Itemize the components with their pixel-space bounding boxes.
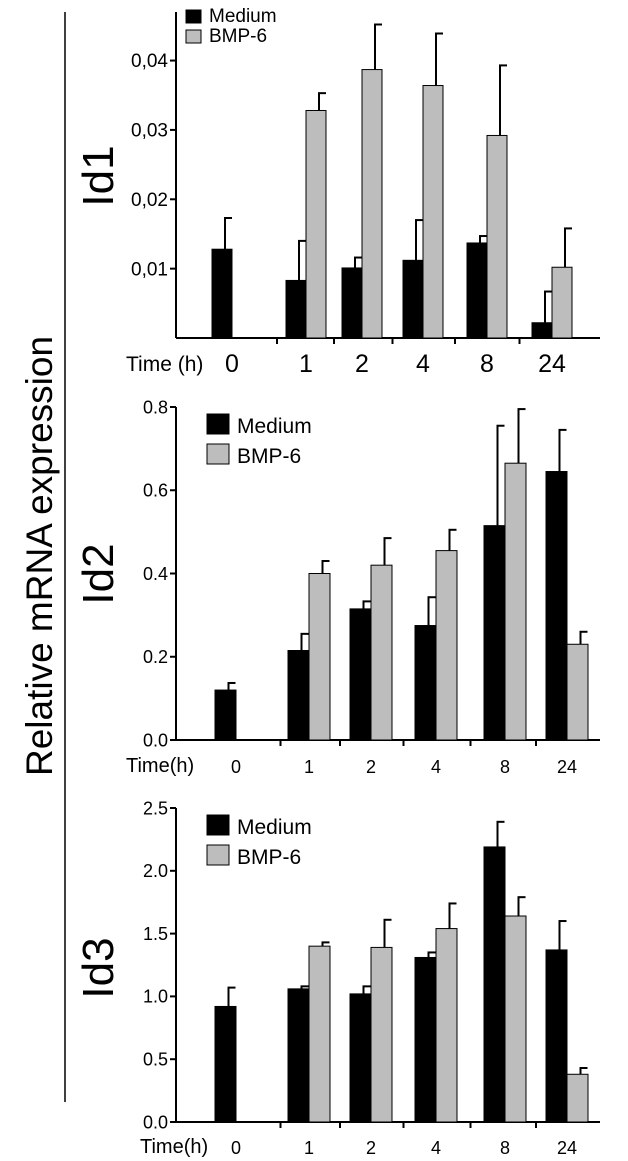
id3-legend-swatch-medium [206, 814, 230, 836]
id3-legend-label-medium: Medium [237, 816, 312, 839]
id1-y-tick-label: 0,04 [131, 51, 168, 72]
id2-bar-bmp-6-1 [308, 573, 331, 741]
id3-panel: 0.00.51.01.52.02.50 1 2 4 8 24Time(h)Id3Mediu… [74, 798, 600, 1158]
id2-bar-medium-4 [414, 625, 437, 741]
id1-y-tick-label: 0,01 [131, 259, 168, 280]
id2-bar-bmp-6-8 [504, 462, 527, 741]
id3-bar-medium-0 [214, 1005, 237, 1123]
id3-category-label: 8 [500, 1138, 510, 1158]
id3-bar-bmp-6-8 [504, 915, 527, 1123]
id3-y-tick-label: 0.5 [143, 1050, 168, 1070]
id1-bar-medium-1 [285, 279, 307, 339]
id3-category-label: 24 [557, 1138, 577, 1158]
id1-legend-swatch-medium [185, 9, 202, 24]
id1-y-tick-label: 0,02 [131, 190, 168, 211]
id2-category-label: 2 [366, 757, 376, 777]
id2-y-tick-label: 0.8 [143, 397, 168, 417]
id2-legend-label-bmp-6: BMP-6 [237, 445, 301, 468]
id2-bar-medium-24 [545, 471, 568, 741]
id1-bar-medium-24 [531, 322, 553, 339]
id3-category-label: 1 [304, 1138, 314, 1158]
id3-bar-bmp-6-1 [308, 945, 331, 1123]
id2-category-label: 8 [500, 757, 510, 777]
id2-legend-swatch-bmp-6 [206, 443, 230, 465]
id1-category-label: 1 [299, 350, 313, 378]
id2-y-tick-label: 0.2 [143, 647, 168, 667]
id1-category-label: 2 [355, 350, 369, 378]
id2-bar-bmp-6-4 [435, 550, 458, 741]
id3-y-tick-label: 0.0 [143, 1112, 168, 1132]
id1-legend-label-bmp-6: BMP-6 [209, 26, 267, 47]
id2-legend-swatch-medium [206, 413, 230, 435]
id2-x-axis-label: Time(h) [126, 755, 194, 777]
id2-y-tick-label: 0.0 [143, 730, 168, 750]
id2-category-label: 1 [304, 757, 314, 777]
id1-x-axis-label: Time (h) [126, 353, 203, 376]
id1-bar-bmp-6-4 [422, 85, 444, 339]
id2-panel-label: Id2 [74, 543, 123, 604]
id1-y-tick-label: 0,03 [131, 121, 168, 142]
id1-legend-label-medium: Medium [209, 6, 277, 27]
id3-category-label: 0 [231, 1138, 241, 1158]
id2-y-tick-label: 0.6 [143, 481, 168, 501]
id2-bar-medium-1 [287, 650, 310, 741]
id3-bar-medium-8 [483, 846, 506, 1123]
id2-bar-bmp-6-24 [566, 643, 589, 741]
id3-y-tick-label: 2.0 [143, 861, 168, 881]
id1-bar-medium-0 [211, 248, 233, 339]
id3-y-tick-label: 1.0 [143, 987, 168, 1007]
id3-bar-medium-24 [545, 949, 568, 1123]
id3-legend-label-bmp-6: BMP-6 [237, 846, 301, 869]
id1-bar-medium-2 [341, 267, 363, 339]
id1-bar-bmp-6-2 [361, 69, 383, 339]
id1-bar-bmp-6-8 [486, 134, 508, 339]
id2-panel: 0.00.20.40.60.80 1 2 4 8 24Time(h)Id2MediumBM… [74, 397, 600, 777]
id3-y-tick-label: 1.5 [143, 924, 168, 944]
id3-bar-bmp-6-4 [435, 928, 458, 1123]
id1-category-label: 8 [480, 350, 494, 378]
id2-bar-medium-8 [483, 525, 506, 741]
id2-category-label: 24 [557, 757, 577, 777]
id2-bar-bmp-6-2 [370, 564, 393, 741]
id1-bar-medium-8 [466, 242, 488, 339]
id3-bar-bmp-6-2 [370, 946, 393, 1123]
id2-category-label: 0 [231, 757, 241, 777]
id3-x-axis-label: Time(h) [140, 1136, 208, 1158]
id3-y-tick-label: 2.5 [143, 798, 168, 818]
id3-panel-label: Id3 [74, 937, 123, 998]
id3-category-label: 2 [366, 1138, 376, 1158]
figure-y-label: Relative mRNA expression [19, 336, 60, 776]
id1-category-label: 4 [416, 350, 430, 378]
id2-bar-medium-0 [214, 689, 237, 741]
id1-bar-bmp-6-24 [551, 266, 573, 339]
id1-bar-bmp-6-1 [305, 109, 327, 339]
id1-panel-label: Id1 [74, 145, 123, 206]
id3-legend-swatch-bmp-6 [206, 844, 230, 866]
id1-legend-swatch-bmp-6 [185, 29, 202, 44]
id2-bar-medium-2 [349, 608, 372, 741]
id2-legend-label-medium: Medium [237, 415, 312, 438]
id2-y-tick-label: 0.4 [143, 564, 168, 584]
id3-bar-medium-4 [414, 956, 437, 1123]
id1-category-label: 0 [225, 350, 239, 378]
id3-bar-medium-2 [349, 993, 372, 1123]
id3-bar-medium-1 [287, 988, 310, 1123]
id3-category-label: 4 [431, 1138, 441, 1158]
id1-bar-medium-4 [402, 259, 424, 339]
id3-bar-bmp-6-24 [566, 1073, 589, 1123]
id2-category-label: 4 [431, 757, 441, 777]
id1-category-label: 24 [538, 350, 566, 378]
